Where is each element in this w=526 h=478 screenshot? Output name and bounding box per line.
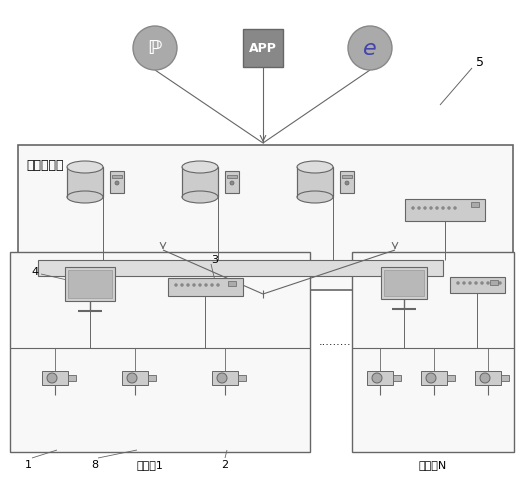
Bar [384,270,424,296]
Bar [18,145,513,290]
Circle shape [217,373,227,383]
Circle shape [448,206,450,209]
Text: 加油站N: 加油站N [419,460,447,470]
Text: 2: 2 [221,460,229,470]
Text: 8: 8 [92,460,98,470]
Circle shape [210,283,214,286]
Bar [148,375,156,381]
Bar [212,371,238,385]
Circle shape [348,26,392,70]
Circle shape [430,206,432,209]
Bar [501,375,509,381]
Bar [238,375,246,381]
Text: 中心服务器: 中心服务器 [26,159,64,172]
Bar [227,175,237,178]
Bar [405,199,485,221]
Bar [393,375,401,381]
Ellipse shape [297,191,333,203]
Bar [10,252,310,452]
Bar [68,375,76,381]
Ellipse shape [67,191,103,203]
Bar [447,375,455,381]
Bar [168,278,243,296]
Text: e: e [363,39,377,59]
Bar [450,277,505,293]
Bar [475,371,501,385]
Circle shape [180,283,184,286]
Bar [182,167,218,197]
Circle shape [426,373,436,383]
Circle shape [133,26,177,70]
Text: APP: APP [249,42,277,54]
Text: 加油站1: 加油站1 [137,460,164,470]
Bar [471,202,479,207]
Ellipse shape [182,161,218,173]
Circle shape [345,181,349,185]
Bar [122,371,148,385]
Text: 5: 5 [476,55,484,68]
Circle shape [47,373,57,383]
Circle shape [462,282,466,284]
Bar [367,371,393,385]
Circle shape [469,282,471,284]
Circle shape [492,282,495,284]
Ellipse shape [297,161,333,173]
Bar [352,252,514,452]
Bar [342,175,352,178]
Text: 3: 3 [211,255,218,265]
Text: 4: 4 [32,267,38,277]
Circle shape [441,206,444,209]
Bar [297,167,333,197]
Circle shape [436,206,439,209]
Bar [490,280,498,285]
Bar [112,175,122,178]
Circle shape [230,181,234,185]
Circle shape [198,283,201,286]
Bar [68,270,112,298]
Circle shape [187,283,189,286]
Circle shape [372,373,382,383]
Bar [421,371,447,385]
Circle shape [205,283,207,286]
Circle shape [457,282,460,284]
Ellipse shape [182,191,218,203]
Circle shape [115,181,119,185]
Bar [42,371,68,385]
Bar [381,267,427,299]
Circle shape [193,283,196,286]
Circle shape [175,283,177,286]
Text: 1: 1 [25,460,32,470]
Circle shape [499,282,501,284]
Circle shape [418,206,420,209]
Bar [65,267,115,301]
Circle shape [487,282,490,284]
Text: .........: ......... [319,337,351,347]
Circle shape [127,373,137,383]
Bar [38,260,443,276]
Circle shape [474,282,478,284]
Bar [228,281,236,286]
Circle shape [423,206,427,209]
Bar [225,171,239,193]
Text: ℙ: ℙ [148,39,163,57]
Circle shape [217,283,219,286]
Bar [340,171,354,193]
Circle shape [453,206,457,209]
Circle shape [480,282,483,284]
Circle shape [480,373,490,383]
Bar [243,29,283,67]
Circle shape [411,206,414,209]
Bar [110,171,124,193]
Ellipse shape [67,161,103,173]
Bar [67,167,103,197]
